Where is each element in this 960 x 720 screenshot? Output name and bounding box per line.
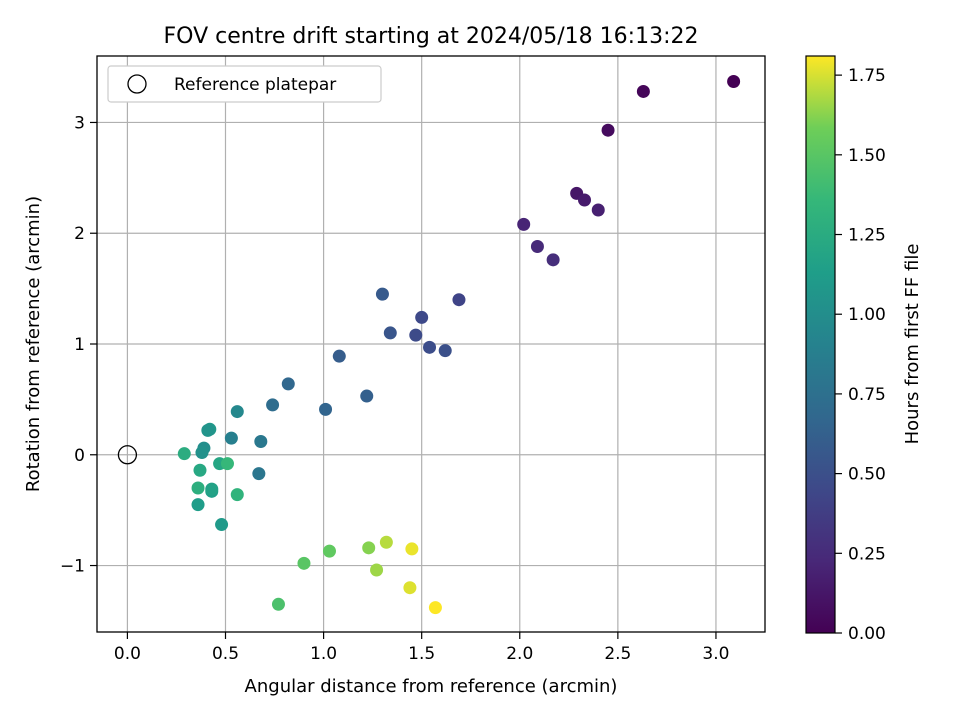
data-point: [415, 311, 428, 324]
data-point: [376, 288, 389, 301]
data-point: [319, 403, 332, 416]
x-tick-label: 0.5: [212, 644, 239, 664]
legend-label: Reference platepar: [174, 75, 336, 95]
data-point: [221, 457, 234, 470]
y-tick-label: 0: [74, 446, 85, 466]
data-point: [193, 464, 206, 477]
colorbar-tick-label: 0.75: [848, 385, 886, 405]
x-axis-label: Angular distance from reference (arcmin): [245, 676, 618, 697]
colorbar-tick-label: 1.75: [848, 66, 886, 86]
data-point: [531, 240, 544, 253]
data-point: [231, 405, 244, 418]
data-point: [409, 329, 422, 342]
data-point: [205, 483, 218, 496]
data-point: [333, 350, 346, 363]
y-tick-label: 2: [74, 224, 85, 244]
data-point: [517, 218, 530, 231]
x-tick-label: 1.5: [408, 644, 435, 664]
data-point: [602, 124, 615, 137]
data-point: [727, 75, 740, 88]
x-tick-label: 2.0: [506, 644, 533, 664]
colorbar-tick-label: 0.25: [848, 544, 886, 564]
colorbar-tick-label: 1.25: [848, 226, 886, 246]
data-point: [405, 542, 418, 555]
data-point: [384, 326, 397, 339]
data-point: [178, 447, 191, 460]
data-point: [297, 557, 310, 570]
data-point: [215, 518, 228, 531]
y-axis-label: Rotation from reference (arcmin): [23, 196, 44, 492]
data-point: [429, 601, 442, 614]
data-point: [452, 293, 465, 306]
data-point: [547, 253, 560, 266]
data-point: [192, 498, 205, 511]
y-axis: −1 0 1 2 3: [60, 113, 97, 576]
data-point: [403, 581, 416, 594]
data-point: [201, 424, 214, 437]
colorbar-gradient: [806, 56, 835, 633]
x-tick-label: 3.0: [702, 644, 729, 664]
legend: Reference platepar: [108, 66, 381, 102]
data-point: [252, 467, 265, 480]
x-tick-label: 0.0: [114, 644, 141, 664]
data-point: [323, 545, 336, 558]
data-point: [195, 446, 208, 459]
colorbar-tick-label: 0.00: [848, 624, 886, 644]
colorbar-tick-label: 1.00: [848, 305, 886, 325]
y-tick-label: 1: [74, 335, 85, 355]
data-point: [254, 435, 267, 448]
chart-title: FOV centre drift starting at 2024/05/18 …: [164, 24, 699, 49]
data-point: [637, 85, 650, 98]
data-point: [370, 563, 383, 576]
colorbar-ticks: 0.00 0.25 0.50 0.75 1.00 1.25 1.50 1.75: [835, 66, 886, 644]
colorbar-label: Hours from first FF file: [902, 244, 923, 445]
x-axis: 0.0 0.5 1.0 1.5 2.0 2.5 3.0: [114, 632, 730, 664]
data-point: [225, 432, 238, 445]
data-point: [592, 203, 605, 216]
data-point: [380, 536, 393, 549]
data-point: [578, 194, 591, 207]
data-point: [266, 398, 279, 411]
data-point: [272, 598, 285, 611]
data-point: [360, 390, 373, 403]
data-point: [231, 488, 244, 501]
y-tick-label: 3: [74, 113, 85, 133]
data-point: [439, 344, 452, 357]
x-tick-label: 1.0: [310, 644, 337, 664]
data-point: [362, 541, 375, 554]
data-point: [423, 341, 436, 354]
y-tick-label: −1: [60, 557, 85, 577]
colorbar-tick-label: 0.50: [848, 465, 886, 485]
colorbar: 0.00 0.25 0.50 0.75 1.00 1.25 1.50 1.75 Hours f…: [806, 56, 923, 644]
colorbar-tick-label: 1.50: [848, 146, 886, 166]
data-point: [192, 482, 205, 495]
data-point: [282, 377, 295, 390]
x-tick-label: 2.5: [604, 644, 631, 664]
